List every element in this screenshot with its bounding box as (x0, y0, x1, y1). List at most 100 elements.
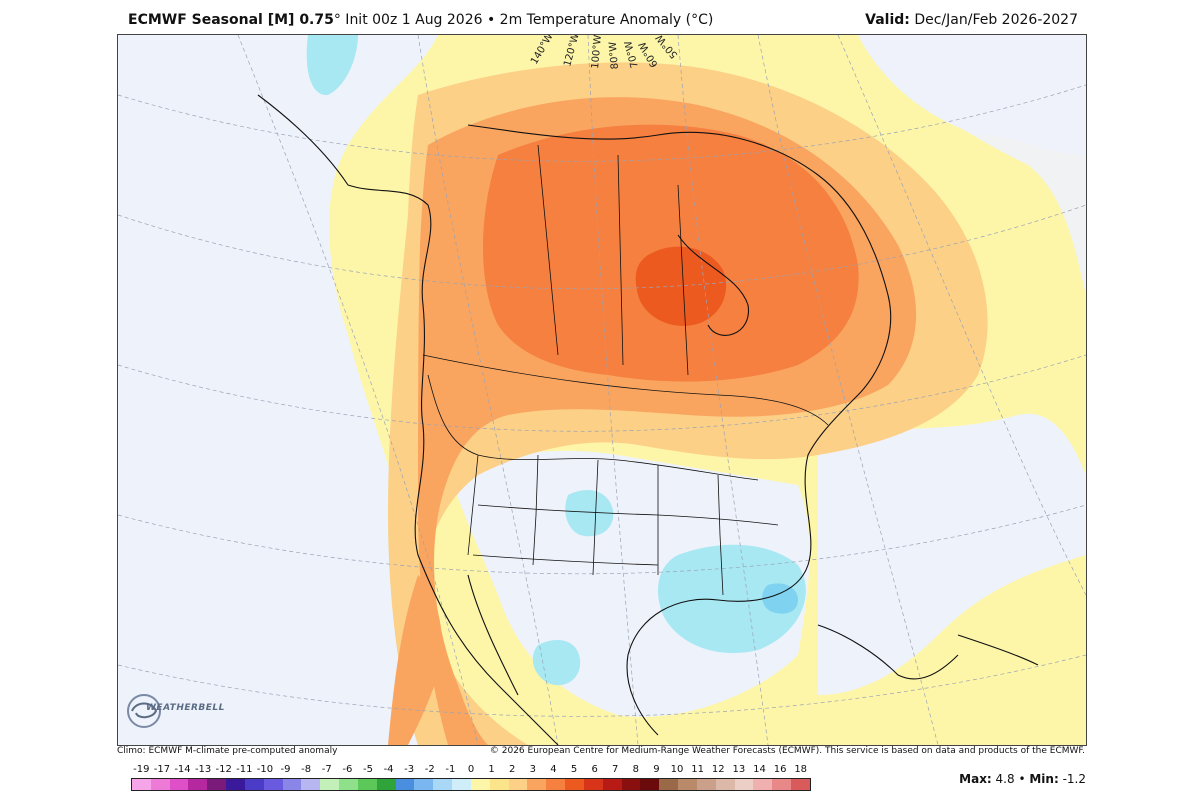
color-swatch (640, 779, 660, 790)
title-details: ° Init 00z 1 Aug 2026 • 2m Temperature A… (333, 12, 714, 28)
color-swatch (659, 779, 679, 790)
color-swatch (244, 779, 264, 790)
color-swatch (772, 779, 791, 790)
color-swatch (150, 779, 170, 790)
stats-separator: • (1014, 772, 1030, 786)
light-blue-mexico (532, 640, 581, 686)
lon-label-80w: 80°W (608, 41, 621, 70)
color-swatch (339, 779, 358, 790)
color-scale-tick-label: -3 (404, 764, 415, 775)
color-swatch (357, 779, 377, 790)
valid-period: Valid: Dec/Jan/Feb 2026-2027 (865, 12, 1078, 28)
color-scale-tick-label: 14 (753, 764, 766, 775)
light-blue-alaska-sea (306, 35, 358, 96)
color-swatch (452, 779, 471, 790)
color-swatch (320, 779, 340, 790)
color-swatch (790, 779, 810, 790)
blue-southeast (762, 583, 798, 614)
color-scale-tick-label: -2 (424, 764, 435, 775)
color-scale-tick-label: -5 (362, 764, 373, 775)
color-swatch (226, 779, 245, 790)
map-canvas: 140°W 120°W 100°W 80°W 70°W 60°W 50°W (118, 35, 1086, 745)
coastlines (257, 94, 1039, 745)
color-scale-tick-label: -8 (301, 764, 312, 775)
color-swatch (602, 779, 622, 790)
valid-value: Dec/Jan/Feb 2026-2027 (909, 12, 1078, 28)
min-value: -1.2 (1058, 772, 1086, 786)
color-scale-tick-label: 16 (773, 764, 787, 775)
color-scale-tick-label: -10 (256, 764, 274, 775)
color-scale-tick-label: 9 (653, 764, 660, 775)
light-blue-gulf (658, 544, 806, 654)
color-scale-tick-label: 18 (794, 764, 808, 775)
min-label: Min: (1029, 772, 1059, 786)
color-scale-tick-label: 3 (529, 764, 536, 775)
color-swatch (207, 779, 227, 790)
max-label: Max: (959, 772, 992, 786)
color-scale-tick-label: 7 (612, 764, 619, 775)
valid-label: Valid: (865, 12, 910, 28)
color-swatch (715, 779, 735, 790)
lon-label-140w: 140°W (529, 35, 556, 67)
color-swatch (169, 779, 189, 790)
color-swatch (734, 779, 754, 790)
color-swatch (301, 779, 321, 790)
logo-text: WEATHERBELL (146, 703, 225, 713)
footer-climo-note: Climo: ECMWF M-climate pre-computed anom… (117, 746, 338, 756)
color-scale-tick-label: -4 (383, 764, 394, 775)
color-swatch (583, 779, 603, 790)
color-swatch (489, 779, 509, 790)
graticule (118, 35, 1086, 745)
color-scale-tick-label: 8 (632, 764, 640, 775)
color-scale-legend: -19 -17 -14 -13 -12 -11 -10 -9 -8 -7 -6 -5 -4 -3 -2 -1 0… (131, 764, 811, 791)
orange-mexico-west (388, 575, 442, 745)
color-scale-tick-label: -17 (153, 764, 171, 775)
color-scale-tick-label: -19 (133, 764, 150, 775)
title-model: ECMWF Seasonal [M] 0.75 (128, 12, 334, 28)
color-scale-tick-label: 2 (509, 764, 516, 775)
cool-atlantic-south (818, 413, 1086, 695)
max-min-stats: Max: 4.8 • Min: -1.2 (959, 772, 1086, 786)
color-swatch (188, 779, 208, 790)
color-scale-tick-label: -11 (236, 764, 253, 775)
color-scale-tick-label: -6 (342, 764, 353, 775)
color-scale-tick-label: -13 (194, 764, 212, 775)
color-scale-tick-label: -1 (445, 764, 456, 775)
color-swatch (263, 779, 283, 790)
color-swatch (565, 779, 584, 790)
color-scale-bar (131, 778, 811, 791)
color-scale-tick-label: 6 (591, 764, 598, 775)
lon-label-50w: 50°W (654, 35, 680, 60)
footer-copyright: © 2026 European Centre for Medium-Range … (489, 746, 1085, 756)
cool-greenland-region (858, 35, 1086, 295)
light-blue-plains (565, 490, 614, 537)
weatherbell-logo: WEATHERBELL (124, 691, 224, 731)
color-scale-tick-label: -7 (321, 764, 332, 775)
color-swatch (376, 779, 396, 790)
red-orange-core (635, 246, 727, 326)
max-value: 4.8 (991, 772, 1015, 786)
political-borders (422, 144, 829, 596)
color-swatch (678, 779, 697, 790)
lon-label-120w: 120°W (562, 35, 581, 68)
color-swatch (132, 779, 151, 790)
cool-pacific-region (118, 35, 478, 745)
color-swatch (470, 779, 490, 790)
anomaly-map: 140°W 120°W 100°W 80°W 70°W 60°W 50°W WE… (117, 34, 1087, 746)
color-swatch (414, 779, 434, 790)
color-swatch (696, 779, 716, 790)
color-scale-tick-label: 10 (670, 764, 684, 775)
color-scale-tick-label: 4 (550, 764, 557, 775)
color-swatch (621, 779, 641, 790)
color-scale-tick-label: 13 (732, 764, 746, 775)
color-scale-tick-label: -12 (215, 764, 232, 775)
color-scale-tick-label: -9 (280, 764, 291, 775)
color-swatch (433, 779, 453, 790)
map-title: ECMWF Seasonal [M] 0.75° Init 00z 1 Aug … (128, 12, 713, 28)
color-scale-tick-label: 12 (711, 764, 725, 775)
color-scale-tick-label: 1 (488, 764, 495, 775)
color-swatch (527, 779, 547, 790)
lon-label-100w: 100°W (590, 35, 604, 69)
color-scale-tick-label: -14 (174, 764, 191, 775)
color-scale-tick-label: 5 (570, 764, 578, 775)
